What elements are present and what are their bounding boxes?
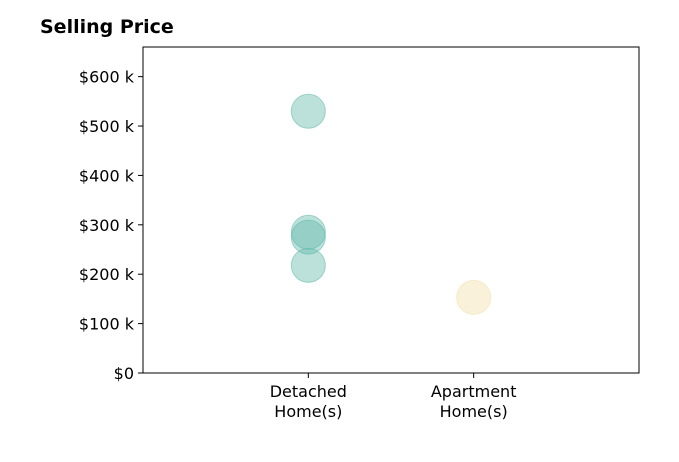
data-point: [290, 93, 326, 129]
x-axis: Detached Home(s) Apartment Home(s): [270, 373, 517, 421]
data-point: [456, 279, 492, 315]
data-point: [290, 219, 326, 255]
data-point: [290, 247, 326, 283]
plot-frame: [142, 46, 640, 374]
y-axis: $0 $100 k $200 k $300 k $400 k $500 k $600 k: [79, 68, 143, 383]
chart-title: Selling Price: [40, 16, 174, 38]
y-tick-label: $500 k: [79, 117, 135, 136]
data-point: [290, 214, 326, 250]
x-tick-label: Detached Home(s): [270, 382, 347, 421]
y-tick-label: $300 k: [79, 216, 135, 235]
data-points: [290, 93, 492, 315]
y-tick-label: $0: [114, 364, 134, 383]
y-tick-label: $400 k: [79, 166, 135, 185]
y-tick-label: $200 k: [79, 265, 135, 284]
y-tick-label: $600 k: [79, 68, 135, 87]
y-tick-label: $100 k: [79, 315, 135, 334]
x-tick-label: Apartment Home(s): [431, 382, 517, 421]
